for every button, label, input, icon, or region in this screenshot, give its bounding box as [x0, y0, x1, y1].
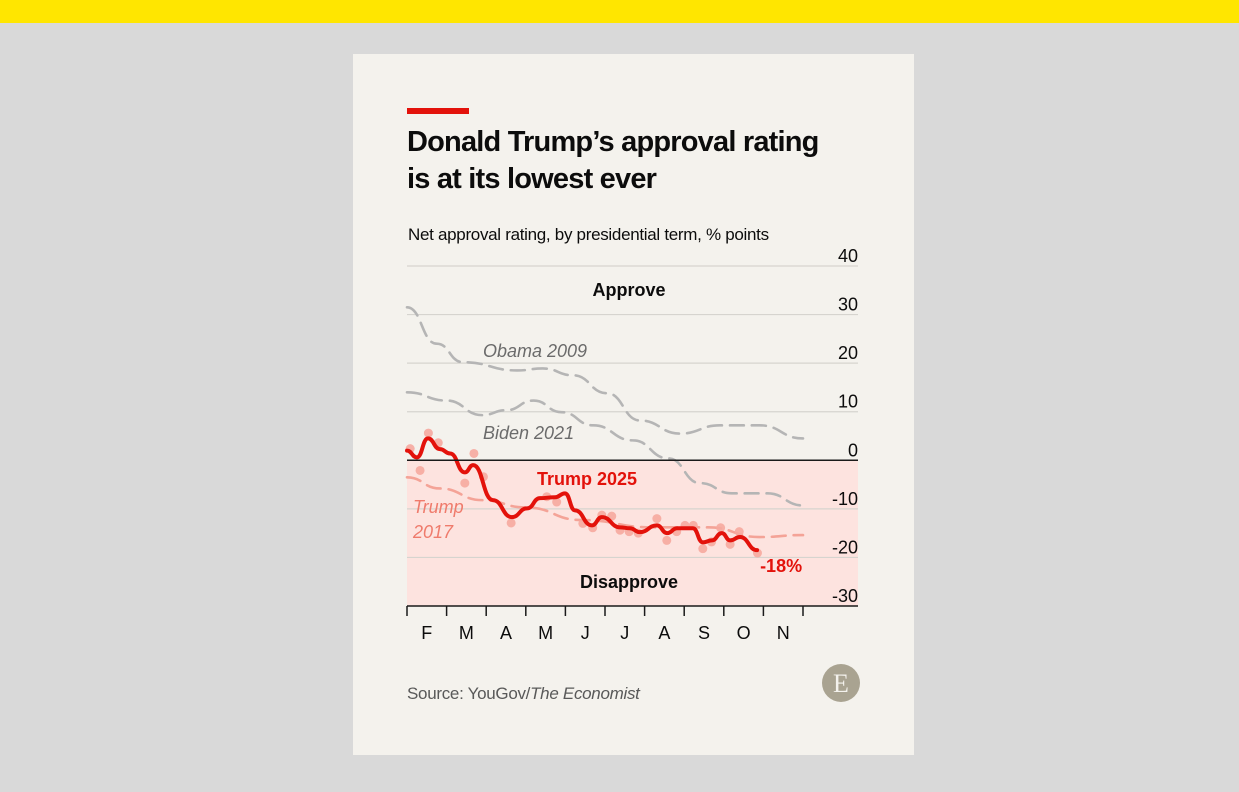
x-tick-label: M	[538, 623, 553, 643]
economist-logo	[822, 664, 860, 702]
y-tick-label: 0	[848, 440, 858, 460]
poll-dot-trump-2025	[423, 428, 433, 438]
y-tick-label: 40	[838, 246, 858, 266]
y-tick-label: -30	[832, 586, 858, 606]
y-tick-label: 30	[838, 295, 858, 315]
end-value-label: -18%	[760, 556, 802, 576]
series-line-obama-2009	[405, 305, 805, 440]
approval-chart: 40 30 20 10 0 -10 -20 -30 Approve Disapprove Obama…	[405, 246, 860, 702]
series-line-trump-2025	[405, 436, 760, 553]
x-tick-label: J	[620, 623, 629, 643]
series-label-trump-2025: Trump 2025	[537, 469, 637, 489]
source-note: Source: YouGov/The Economist	[407, 684, 640, 704]
poll-dot-trump-2025	[716, 523, 726, 533]
poll-dot-trump-2025	[734, 527, 744, 537]
x-tick-label: N	[777, 623, 790, 643]
y-tick-label: 10	[838, 392, 858, 412]
series-label-trump-2017: Trump	[413, 497, 464, 517]
x-tick-label: M	[459, 623, 474, 643]
series-label-biden-2021: Biden 2021	[483, 423, 574, 443]
poll-dot-trump-2025	[662, 535, 672, 545]
top-banner	[0, 0, 1239, 23]
poll-dot-trump-2025	[652, 514, 662, 524]
series-line-biden-2021	[405, 390, 805, 507]
chart-subtitle: Net approval rating, by presidential ter…	[408, 225, 769, 244]
series-label-obama-2009: Obama 2009	[483, 341, 587, 361]
economist-logo-letter: E	[833, 669, 849, 698]
brand-red-tag	[407, 108, 469, 114]
x-tick-label: A	[658, 623, 670, 643]
poll-dot-trump-2025	[506, 518, 516, 528]
y-tick-label: 20	[838, 343, 858, 363]
poll-dot-trump-2025	[698, 544, 708, 554]
chart-card: Donald Trump’s approval rating is at its…	[353, 54, 914, 755]
poll-dot-trump-2025	[469, 448, 479, 458]
chart-title: Donald Trump’s approval rating is at its…	[407, 126, 819, 195]
source-publication: The Economist	[530, 684, 640, 703]
x-tick-label: S	[698, 623, 710, 643]
approve-label: Approve	[592, 280, 665, 300]
poll-dot-trump-2025	[415, 465, 425, 475]
x-tick-label: F	[421, 623, 432, 643]
x-tick-label: J	[581, 623, 590, 643]
disapprove-label: Disapprove	[580, 572, 678, 592]
x-tick-label: A	[500, 623, 512, 643]
poll-dot-trump-2025	[460, 478, 470, 488]
source-prefix: Source: YouGov/	[407, 684, 531, 703]
y-tick-label: -20	[832, 537, 858, 557]
poll-dot-trump-2025	[552, 497, 562, 507]
series-label-trump-2017: 2017	[412, 522, 454, 542]
x-tick-label: O	[737, 623, 751, 643]
y-tick-label: -10	[832, 489, 858, 509]
